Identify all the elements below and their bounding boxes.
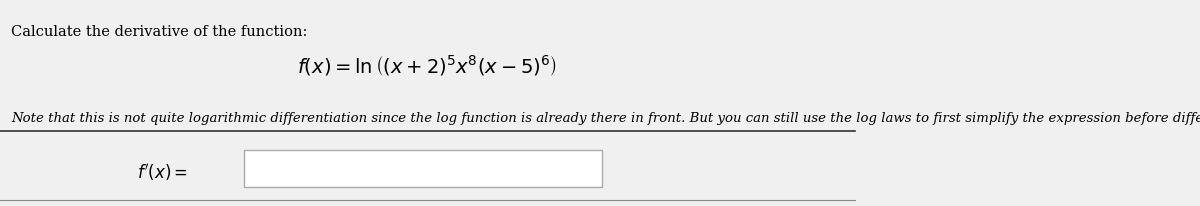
Text: Calculate the derivative of the function:: Calculate the derivative of the function…	[11, 25, 307, 39]
Text: $f'(x) =$: $f'(x) =$	[137, 162, 188, 183]
Text: Note that this is not quite logarithmic differentiation since the log function i: Note that this is not quite logarithmic …	[11, 111, 1200, 124]
FancyBboxPatch shape	[244, 150, 602, 187]
Text: $f(x) = \ln\left((x + 2)^5 x^8(x - 5)^6\right)$: $f(x) = \ln\left((x + 2)^5 x^8(x - 5)^6\…	[298, 54, 557, 78]
